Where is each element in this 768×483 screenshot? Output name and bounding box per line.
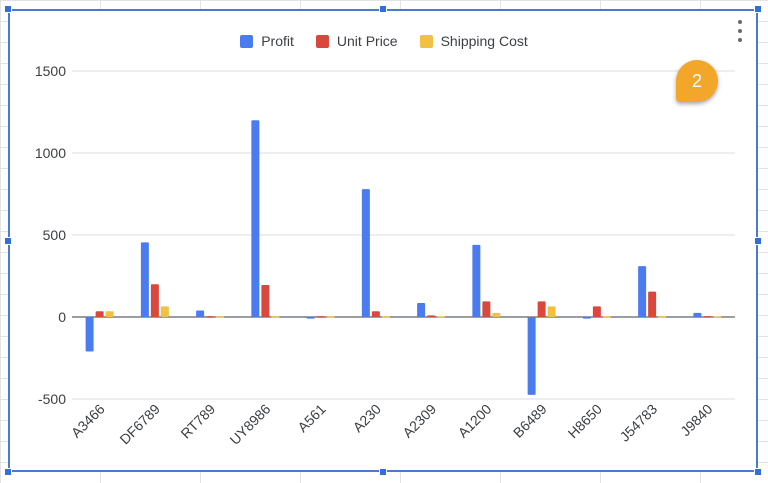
x-tick-label: J9840	[677, 401, 715, 439]
bar-shipping-cost-a3466[interactable]	[105, 311, 114, 317]
bar-unit-price-uy8986[interactable]	[261, 285, 270, 317]
resize-handle-middle-left[interactable]	[4, 237, 12, 245]
bar-profit-a2309[interactable]	[417, 303, 426, 317]
y-tick-label: 1000	[35, 145, 66, 161]
legend-item-profit[interactable]: Profit	[240, 33, 294, 49]
bar-profit-a230[interactable]	[361, 189, 370, 317]
resize-handle-middle-right[interactable]	[754, 237, 762, 245]
resize-handle-top-center[interactable]	[379, 5, 387, 13]
x-tick-label: A3466	[68, 401, 108, 441]
legend-item-shipping-cost[interactable]: Shipping Cost	[419, 33, 528, 49]
bar-unit-price-a230[interactable]	[371, 311, 380, 317]
x-tick-label: UY8986	[226, 401, 273, 448]
resize-handle-bottom-right[interactable]	[754, 468, 762, 476]
legend-label: Profit	[261, 33, 294, 49]
bar-shipping-cost-h8650[interactable]	[602, 316, 611, 318]
x-tick-label: H8650	[565, 401, 606, 442]
bar-profit-h8650[interactable]	[582, 317, 591, 319]
menu-dot	[738, 20, 742, 24]
bar-shipping-cost-a2309[interactable]	[437, 316, 446, 319]
bar-shipping-cost-j9840[interactable]	[713, 316, 722, 319]
legend-swatch	[240, 34, 254, 48]
chart-legend: Profit Unit Price Shipping Cost	[0, 33, 768, 49]
legend-label: Shipping Cost	[440, 33, 528, 49]
bar-unit-price-df6789[interactable]	[150, 284, 159, 317]
legend-swatch	[315, 34, 329, 48]
x-tick-label: A230	[350, 401, 385, 436]
x-tick-label: A1200	[455, 401, 495, 441]
bar-unit-price-a2309[interactable]	[427, 315, 436, 317]
y-tick-label: 1500	[35, 63, 66, 79]
bar-shipping-cost-b6489[interactable]	[547, 306, 556, 317]
bar-unit-price-a1200[interactable]	[482, 301, 491, 317]
resize-handle-bottom-center[interactable]	[379, 468, 387, 476]
bar-profit-a3466[interactable]	[85, 317, 94, 352]
bar-shipping-cost-uy8986[interactable]	[271, 316, 280, 318]
y-tick-label: 0	[58, 309, 66, 325]
badge-number: 2	[691, 70, 702, 91]
bar-profit-a1200[interactable]	[472, 244, 481, 317]
legend-item-unit-price[interactable]: Unit Price	[315, 33, 398, 49]
resize-handle-top-left[interactable]	[4, 5, 12, 13]
x-tick-label: A561	[294, 401, 329, 436]
bar-profit-rt789[interactable]	[196, 310, 205, 317]
bar-shipping-cost-j54783[interactable]	[658, 316, 667, 318]
bar-unit-price-h8650[interactable]	[592, 306, 601, 317]
bar-shipping-cost-a1200[interactable]	[492, 312, 501, 317]
bar-unit-price-rt789[interactable]	[206, 316, 215, 318]
bar-unit-price-a3466[interactable]	[95, 311, 104, 317]
y-tick-label: 500	[43, 227, 67, 243]
menu-dot	[738, 29, 742, 33]
bar-unit-price-a561[interactable]	[316, 316, 325, 318]
chart-menu-icon[interactable]	[733, 20, 747, 42]
bar-unit-price-b6489[interactable]	[537, 301, 546, 317]
y-tick-label: -500	[38, 391, 66, 407]
legend-swatch	[419, 34, 433, 48]
resize-handle-top-right[interactable]	[754, 5, 762, 13]
chart-container[interactable]	[8, 9, 758, 472]
bar-unit-price-j9840[interactable]	[703, 316, 712, 318]
bar-unit-price-j54783[interactable]	[648, 291, 657, 317]
step-number-badge: 2	[676, 60, 718, 102]
x-tick-label: J54783	[616, 401, 660, 445]
bar-profit-j54783[interactable]	[638, 266, 647, 317]
bar-profit-b6489[interactable]	[527, 317, 536, 395]
bar-shipping-cost-df6789[interactable]	[160, 306, 169, 317]
bar-shipping-cost-a561[interactable]	[326, 316, 335, 318]
bar-profit-uy8986[interactable]	[251, 120, 260, 317]
resize-handle-bottom-left[interactable]	[4, 468, 12, 476]
x-tick-label: RT789	[177, 401, 218, 442]
bar-shipping-cost-a230[interactable]	[381, 316, 390, 318]
legend-label: Unit Price	[336, 33, 398, 49]
menu-dot	[738, 38, 742, 42]
bar-profit-a561[interactable]	[306, 317, 315, 319]
bar-shipping-cost-rt789[interactable]	[216, 316, 225, 318]
x-tick-label: B6489	[510, 401, 550, 441]
x-tick-label: A2309	[399, 401, 439, 441]
bar-profit-j9840[interactable]	[693, 312, 702, 317]
x-tick-label: DF6789	[116, 401, 163, 448]
bar-profit-df6789[interactable]	[140, 242, 149, 317]
